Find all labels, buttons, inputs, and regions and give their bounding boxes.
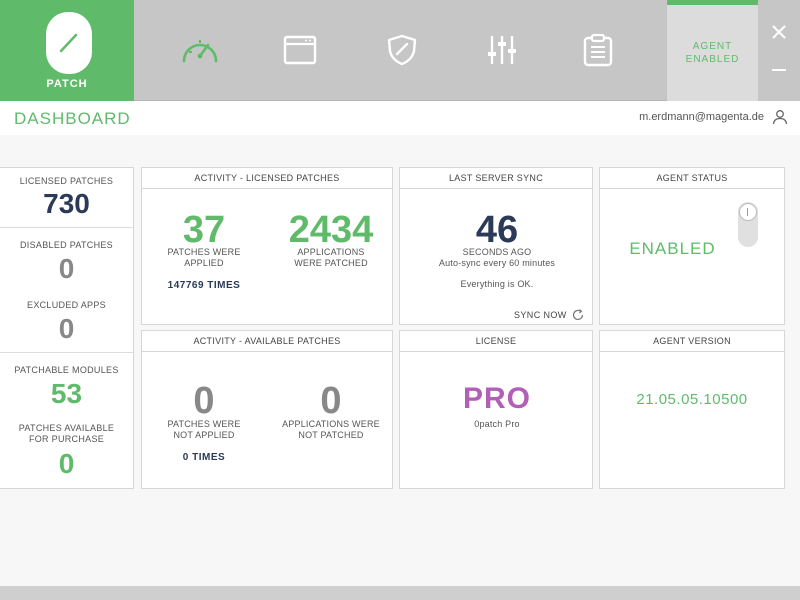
sync-now-button[interactable]: SYNC NOW (508, 309, 588, 323)
patchable-modules-label: PATCHABLE MODULES (14, 365, 119, 375)
agent-version-value: 21.05.05.10500 (636, 391, 748, 408)
apps-patched-value: 2434 (288, 209, 374, 251)
user-email[interactable]: m.erdmann@magenta.de (639, 111, 764, 123)
divider (0, 227, 133, 228)
card-title: ACTIVITY - LICENSED PATCHES (142, 168, 392, 189)
slash-icon (59, 33, 78, 53)
apps-patched-label-line1: APPLICATIONS (297, 247, 365, 257)
refresh-icon (572, 309, 584, 321)
not-applied-label-line1: PATCHES WERE (167, 419, 241, 429)
main-nav (134, 0, 667, 101)
shield-icon (387, 34, 417, 66)
disabled-patches-value: 0 (58, 253, 75, 284)
sync-seconds-value: 46 (475, 209, 519, 251)
not-patched-label-line1: APPLICATIONS WERE (282, 419, 380, 429)
nav-item-applications[interactable] (278, 28, 322, 72)
app-header: PATCH (0, 0, 800, 101)
not-patched-value: 0 (320, 380, 342, 422)
logo-badge (46, 12, 92, 74)
purchase-label-line1: PATCHES AVAILABLE (18, 423, 115, 433)
licensed-patches-value: 730 (43, 188, 90, 219)
title-bar: DASHBOARD m.erdmann@magenta.de (0, 101, 800, 135)
card-title: LICENSE (400, 331, 592, 352)
agent-toggle-line2: ENABLED (685, 54, 740, 65)
nav-item-security[interactable] (380, 28, 424, 72)
toggle-knob (739, 203, 757, 221)
activity-available-card: ACTIVITY - AVAILABLE PATCHES 0 PATCHES W… (141, 330, 393, 489)
card-title: AGENT VERSION (600, 331, 784, 352)
excluded-apps-label: EXCLUDED APPS (27, 300, 106, 310)
app-logo[interactable]: PATCH (0, 0, 134, 101)
stats-sidebar: LICENSED PATCHES 730 DISABLED PATCHES 0 … (0, 167, 134, 489)
user-icon[interactable] (772, 109, 788, 125)
nav-item-dashboard[interactable] (178, 28, 222, 72)
available-times-value: 0 TIMES (182, 452, 226, 463)
apps-patched-label-line2: WERE PATCHED (294, 258, 368, 268)
license-product-name: 0patch Pro (474, 419, 520, 429)
not-applied-label-line2: NOT APPLIED (173, 430, 235, 440)
not-applied-value: 0 (193, 380, 215, 422)
sync-status-text: Everything is OK. (460, 279, 534, 289)
patches-applied-label-line1: PATCHES WERE (167, 247, 241, 257)
activity-licensed-card: ACTIVITY - LICENSED PATCHES 37 PATCHES W… (141, 167, 393, 325)
patches-applied-value: 37 (182, 209, 226, 251)
agent-status-toggle[interactable] (738, 202, 758, 247)
window-controls (758, 0, 800, 101)
sync-seconds-label: SECONDS AGO (462, 247, 532, 257)
sliders-icon (488, 36, 516, 64)
excluded-apps-value: 0 (58, 313, 75, 344)
status-bar (0, 586, 800, 600)
nav-item-report[interactable] (576, 28, 620, 72)
licensed-patches-label: LICENSED PATCHES (19, 176, 114, 186)
nav-item-settings[interactable] (480, 28, 524, 72)
divider (0, 352, 133, 353)
license-card: LICENSE PRO 0patch Pro (399, 330, 593, 489)
not-patched-label-line2: NOT PATCHED (298, 430, 364, 440)
agent-status-value: ENABLED (629, 239, 716, 258)
patch-times-value: 147769 TIMES (167, 280, 241, 291)
purchase-label-line2: FOR PURCHASE (28, 434, 105, 444)
speedometer-icon (182, 40, 218, 63)
window-icon (283, 35, 317, 65)
agent-toggle-line1: AGENT (692, 41, 733, 52)
sync-now-label: SYNC NOW (514, 310, 567, 320)
clipboard-icon (583, 33, 613, 67)
auto-sync-text: Auto-sync every 60 minutes (438, 258, 556, 268)
disabled-patches-label: DISABLED PATCHES (20, 240, 113, 250)
license-tier-value: PRO (462, 382, 531, 415)
card-title: ACTIVITY - AVAILABLE PATCHES (142, 331, 392, 352)
page-title: DASHBOARD (14, 109, 131, 128)
close-icon[interactable] (771, 24, 787, 40)
agent-toggle-button[interactable]: AGENT ENABLED (667, 0, 758, 101)
agent-status-card: AGENT STATUS ENABLED (599, 167, 785, 325)
purchase-value: 0 (58, 448, 75, 479)
agent-version-card: AGENT VERSION 21.05.05.10500 (599, 330, 785, 489)
brand-name: PATCH (46, 78, 88, 90)
last-sync-card: LAST SERVER SYNC 46 SECONDS AGO Auto-syn… (399, 167, 593, 325)
patches-applied-label-line2: APPLIED (184, 258, 224, 268)
card-title: AGENT STATUS (600, 168, 784, 189)
patchable-modules-value: 53 (50, 378, 83, 409)
card-title: LAST SERVER SYNC (400, 168, 592, 189)
minimize-icon[interactable] (771, 62, 787, 78)
